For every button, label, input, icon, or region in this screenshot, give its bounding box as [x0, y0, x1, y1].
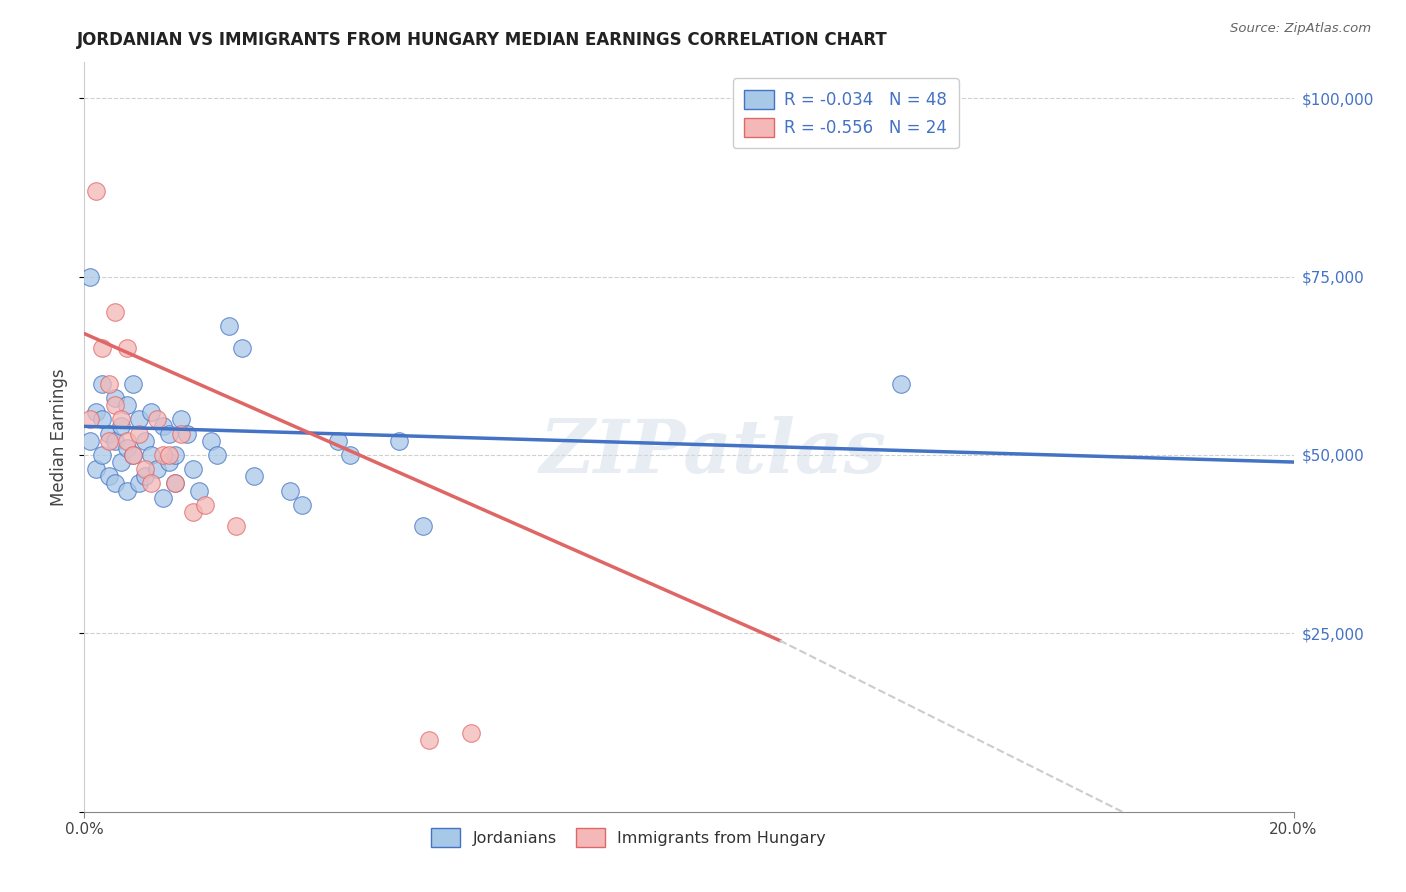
Point: [115, 341, 138, 355]
Point: [165, 476, 187, 491]
Point: [121, 376, 143, 391]
Point: [128, 476, 150, 491]
Point: [134, 462, 156, 476]
Point: [339, 448, 361, 462]
Point: [91, 412, 114, 426]
Point: [104, 391, 127, 405]
Point: [152, 419, 174, 434]
Point: [134, 434, 156, 448]
Point: [207, 448, 229, 462]
Point: [181, 462, 204, 476]
Point: [412, 519, 434, 533]
Point: [291, 498, 314, 512]
Point: [104, 305, 127, 319]
Point: [110, 419, 132, 434]
Point: [128, 426, 150, 441]
Point: [104, 398, 127, 412]
Point: [242, 469, 264, 483]
Point: [218, 319, 240, 334]
Text: ZIPatlas: ZIPatlas: [540, 416, 887, 488]
Point: [165, 448, 187, 462]
Point: [890, 376, 912, 391]
Point: [79, 434, 101, 448]
Point: [121, 448, 143, 462]
Point: [176, 426, 198, 441]
Point: [115, 398, 138, 412]
Point: [388, 434, 411, 448]
Point: [278, 483, 301, 498]
Point: [418, 733, 440, 747]
Point: [181, 505, 204, 519]
Point: [91, 448, 114, 462]
Point: [121, 448, 143, 462]
Point: [128, 412, 150, 426]
Point: [146, 462, 169, 476]
Point: [134, 469, 156, 483]
Point: [115, 483, 138, 498]
Point: [97, 376, 120, 391]
Text: JORDANIAN VS IMMIGRANTS FROM HUNGARY MEDIAN EARNINGS CORRELATION CHART: JORDANIAN VS IMMIGRANTS FROM HUNGARY MED…: [77, 31, 889, 49]
Point: [231, 341, 253, 355]
Text: Source: ZipAtlas.com: Source: ZipAtlas.com: [1230, 22, 1371, 36]
Point: [115, 441, 138, 455]
Point: [110, 455, 132, 469]
Point: [97, 469, 120, 483]
Point: [152, 491, 174, 505]
Point: [139, 448, 162, 462]
Legend: Jordanians, Immigrants from Hungary: Jordanians, Immigrants from Hungary: [422, 819, 835, 856]
Point: [188, 483, 211, 498]
Point: [170, 412, 193, 426]
Point: [97, 434, 120, 448]
Point: [460, 726, 482, 740]
Point: [115, 434, 138, 448]
Point: [97, 426, 120, 441]
Point: [91, 341, 114, 355]
Point: [139, 476, 162, 491]
Point: [152, 448, 174, 462]
Point: [165, 476, 187, 491]
Point: [146, 412, 169, 426]
Point: [225, 519, 247, 533]
Point: [86, 462, 108, 476]
Y-axis label: Median Earnings: Median Earnings: [51, 368, 69, 506]
Point: [200, 434, 222, 448]
Point: [86, 184, 108, 198]
Point: [104, 476, 127, 491]
Point: [170, 426, 193, 441]
Point: [79, 412, 101, 426]
Point: [104, 434, 127, 448]
Point: [328, 434, 350, 448]
Point: [194, 498, 217, 512]
Point: [91, 376, 114, 391]
Point: [157, 448, 180, 462]
Point: [139, 405, 162, 419]
Point: [110, 412, 132, 426]
Point: [86, 405, 108, 419]
Point: [157, 455, 180, 469]
Point: [79, 269, 101, 284]
Point: [157, 426, 180, 441]
